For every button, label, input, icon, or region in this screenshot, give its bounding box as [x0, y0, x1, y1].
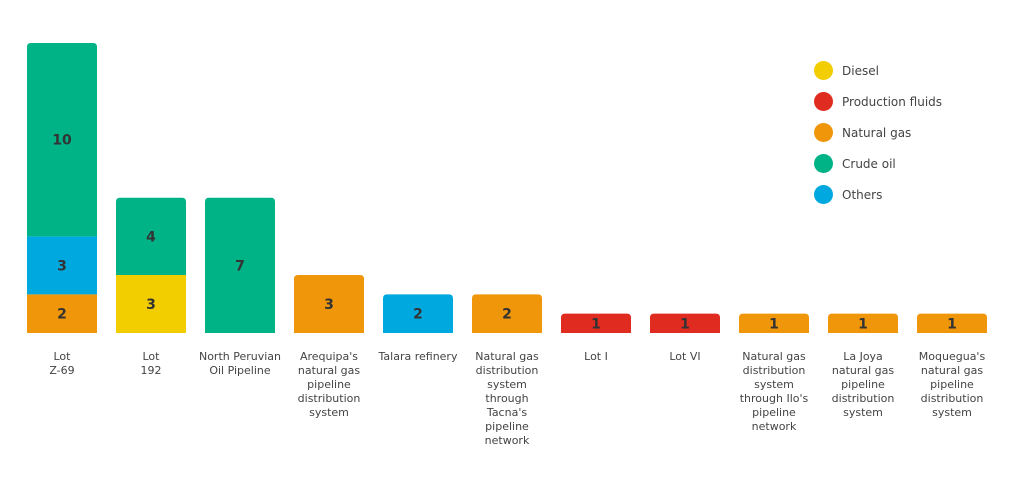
- data-label: 1: [591, 316, 601, 332]
- category-label: Talara refinery: [378, 350, 458, 363]
- legend: Diesel Production fluids Natural gas Crude …: [814, 55, 942, 210]
- legend-label: Production fluids: [842, 94, 943, 109]
- bar-segment-others: [383, 294, 453, 333]
- data-label: 1: [858, 316, 868, 332]
- bar-segment-natural-gas: [917, 313, 987, 333]
- legend-label: Crude oil: [842, 156, 896, 171]
- bar-segment-natural-gas: [294, 275, 364, 333]
- bar-segment-production-fluids: [561, 313, 631, 333]
- data-label: 1: [947, 316, 957, 332]
- bar-segment-production-fluids: [650, 313, 720, 333]
- data-label: 2: [502, 307, 512, 323]
- category-label: Moquegua's natural gas pipeline distribu…: [918, 350, 986, 419]
- data-label: 1: [680, 316, 690, 332]
- legend-swatch: [814, 185, 833, 204]
- bar-segment-crude-oil: [116, 197, 186, 276]
- category-label: Lot 192: [140, 350, 162, 377]
- category-label: Lot I: [584, 350, 608, 363]
- data-label: 1: [769, 316, 779, 332]
- legend-item: Others: [814, 179, 942, 210]
- bar-segment-natural-gas: [739, 313, 809, 333]
- legend-swatch: [814, 61, 833, 80]
- legend-item: Production fluids: [814, 86, 942, 117]
- category-label: Lot VI: [669, 350, 701, 363]
- data-label: 3: [57, 258, 67, 274]
- category-label: La Joya natural gas pipeline distributio…: [831, 350, 895, 419]
- legend-swatch: [814, 92, 833, 111]
- bar-segment-diesel: [116, 275, 186, 333]
- bar-segment-crude-oil: [27, 43, 97, 237]
- bar-segment-natural-gas: [472, 294, 542, 333]
- legend-label: Diesel: [842, 63, 879, 78]
- legend-label: Natural gas: [842, 125, 912, 140]
- category-label: Lot Z-69: [49, 350, 75, 377]
- bar-segment-natural-gas: [27, 294, 97, 333]
- category-label: North Peruvian Oil Pipeline: [198, 350, 282, 377]
- category-label: Natural gas distribution system through …: [739, 350, 809, 433]
- legend-swatch: [814, 123, 833, 142]
- category-label: Arequipa's natural gas pipeline distribu…: [297, 350, 361, 419]
- data-label: 2: [57, 307, 67, 323]
- bar-segment-others: [27, 236, 97, 295]
- data-label: 10: [52, 133, 72, 149]
- legend-label: Others: [842, 187, 883, 202]
- data-label: 2: [413, 307, 423, 323]
- legend-item: Crude oil: [814, 148, 942, 179]
- bar-segment-natural-gas: [828, 313, 898, 333]
- legend-swatch: [814, 154, 833, 173]
- data-label: 7: [235, 258, 245, 274]
- bar-segment-crude-oil: [205, 197, 275, 333]
- category-label: Natural gas distribution system through …: [475, 350, 539, 447]
- legend-item: Diesel: [814, 55, 942, 86]
- data-label: 4: [146, 229, 156, 245]
- data-label: 3: [324, 297, 334, 313]
- legend-item: Natural gas: [814, 117, 942, 148]
- data-label: 3: [146, 297, 156, 313]
